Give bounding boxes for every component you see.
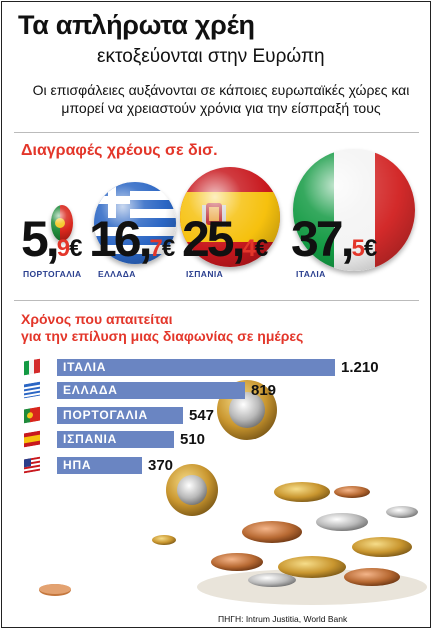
italy-flag-icon: [24, 358, 40, 376]
bar: ΠΟΡΤΟΓΑΛΙΑ: [57, 407, 183, 424]
greece-flag-icon: [24, 381, 40, 399]
bar-value-label: 1.210: [341, 359, 379, 376]
dispute-days-title-line1: Χρόνος που απαιτείται: [21, 311, 173, 327]
debt-label-greece: ΕΛΛΑΔΑ: [98, 269, 136, 279]
bar-value-label: 370: [148, 457, 174, 474]
bar-category-label: ΙΣΠΑΝΙΑ: [63, 432, 118, 446]
debt-value-portugal: 5,9€: [21, 211, 83, 267]
usa-flag-icon: [24, 456, 40, 474]
coin-icon: [39, 584, 71, 596]
debt-label-portugal: ΠΟΡΤΟΓΑΛΙΑ: [23, 269, 82, 279]
bar: ΕΛΛΑΔΑ: [57, 382, 245, 399]
bar-value-label: 510: [180, 431, 206, 448]
lede-text: Οι επισφάλειες αυξάνονται σε κάποιες ευρ…: [32, 82, 410, 116]
bar-category-label: ΗΠΑ: [63, 458, 92, 472]
portugal-flag-icon: [24, 406, 40, 424]
bar: ΙΤΑΛΙΑ: [57, 359, 335, 376]
divider: [14, 300, 419, 301]
dispute-days-title: Χρόνος που απαιτείται για την επίλυση μι…: [21, 311, 303, 345]
debt-value-greece: 16,7€: [89, 211, 176, 267]
bar: ΙΣΠΑΝΙΑ: [57, 431, 174, 448]
bar-value-label: 547: [189, 407, 215, 424]
debt-label-italy: ΙΤΑΛΙΑ: [296, 269, 326, 279]
debt-value-spain: 25,4€: [182, 211, 269, 267]
bar-category-label: ΠΟΡΤΟΓΑΛΙΑ: [63, 408, 149, 422]
bar-category-label: ΙΤΑΛΙΑ: [63, 360, 107, 374]
portugal-flag-ball: [51, 205, 73, 241]
spain-flag-ball: [180, 167, 280, 267]
bar-value-label: 819: [251, 382, 277, 399]
debt-value-italy: 37,5€: [291, 211, 378, 267]
italy-flag-ball: [293, 149, 415, 271]
bar-category-label: ΕΛΛΑΔΑ: [63, 383, 118, 397]
debt-label-spain: ΙΣΠΑΝΙΑ: [186, 269, 224, 279]
source-note: ΠΗΓΗ: Intrum Justitia, World Bank: [218, 614, 348, 624]
page-title: Τα απλήρωτα χρέη: [18, 10, 255, 40]
debt-writeoff-title: Διαγραφές χρέους σε δισ.: [21, 142, 218, 159]
spain-flag-icon: [24, 430, 40, 448]
coins-illustration: [152, 380, 427, 605]
bar: ΗΠΑ: [57, 457, 142, 474]
page-subtitle: εκτοξεύονται στην Ευρώπη: [97, 46, 325, 67]
dispute-days-title-line2: για την επίλυση μιας διαφωνίας σε ημέρες: [21, 328, 304, 344]
divider: [14, 132, 419, 133]
